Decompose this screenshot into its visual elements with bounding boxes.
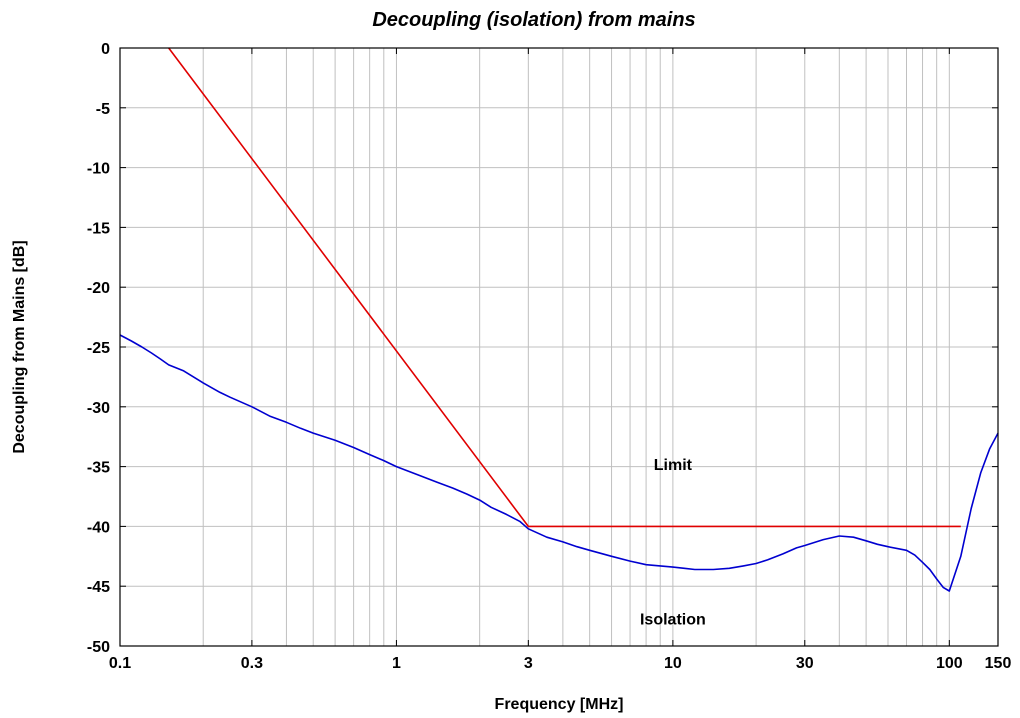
y-tick-label: -30: [87, 400, 110, 417]
ticks: 0.1 0.3 1 3 10 30 100 150 0 -5 -10 -15 -20 -25 -30 -35 -…: [87, 41, 1012, 672]
x-tick-label: 150: [985, 655, 1012, 672]
x-tick-label: 3: [524, 655, 533, 672]
chart-title: Decoupling (isolation) from mains: [372, 9, 695, 31]
x-tick-label: 0.3: [241, 655, 263, 672]
x-tick-label: 1: [392, 655, 401, 672]
y-tick-label: -5: [96, 101, 110, 118]
x-tick-label: 0.1: [109, 655, 131, 672]
series-line-isolation: [119, 334, 999, 592]
y-tick-label: -50: [87, 639, 110, 656]
x-tick-label: 30: [796, 655, 814, 672]
y-tick-label: 0: [101, 41, 110, 58]
series-layer: [119, 47, 999, 592]
grid: [120, 48, 998, 646]
y-tick-label: -40: [87, 519, 110, 536]
annotations: Limit Isolation: [640, 457, 706, 628]
y-axis-label: Decoupling from Mains [dB]: [11, 240, 28, 453]
y-tick-label: -10: [87, 161, 110, 178]
x-tick-label: 10: [664, 655, 682, 672]
y-tick-label: -45: [87, 579, 110, 596]
y-tick-label: -25: [87, 340, 110, 357]
series-line-limit: [168, 47, 961, 528]
x-tick-label: 100: [936, 655, 963, 672]
annotation-limit: Limit: [654, 457, 693, 474]
y-tick-label: -15: [87, 220, 110, 237]
y-tick-label: -35: [87, 460, 110, 477]
x-axis-label: Frequency [MHz]: [495, 696, 624, 713]
y-tick-label: -20: [87, 280, 110, 297]
annotation-isolation: Isolation: [640, 611, 706, 628]
